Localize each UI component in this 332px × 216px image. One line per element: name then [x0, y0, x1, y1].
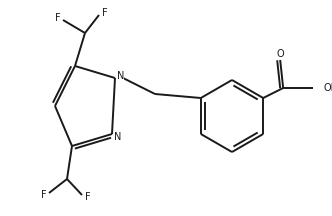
Text: OH: OH — [323, 83, 332, 93]
Text: N: N — [114, 132, 121, 141]
Text: N: N — [117, 70, 124, 81]
Text: F: F — [55, 13, 60, 23]
Text: F: F — [41, 190, 46, 200]
Text: F: F — [85, 192, 90, 202]
Text: O: O — [276, 49, 284, 59]
Text: F: F — [102, 8, 107, 18]
